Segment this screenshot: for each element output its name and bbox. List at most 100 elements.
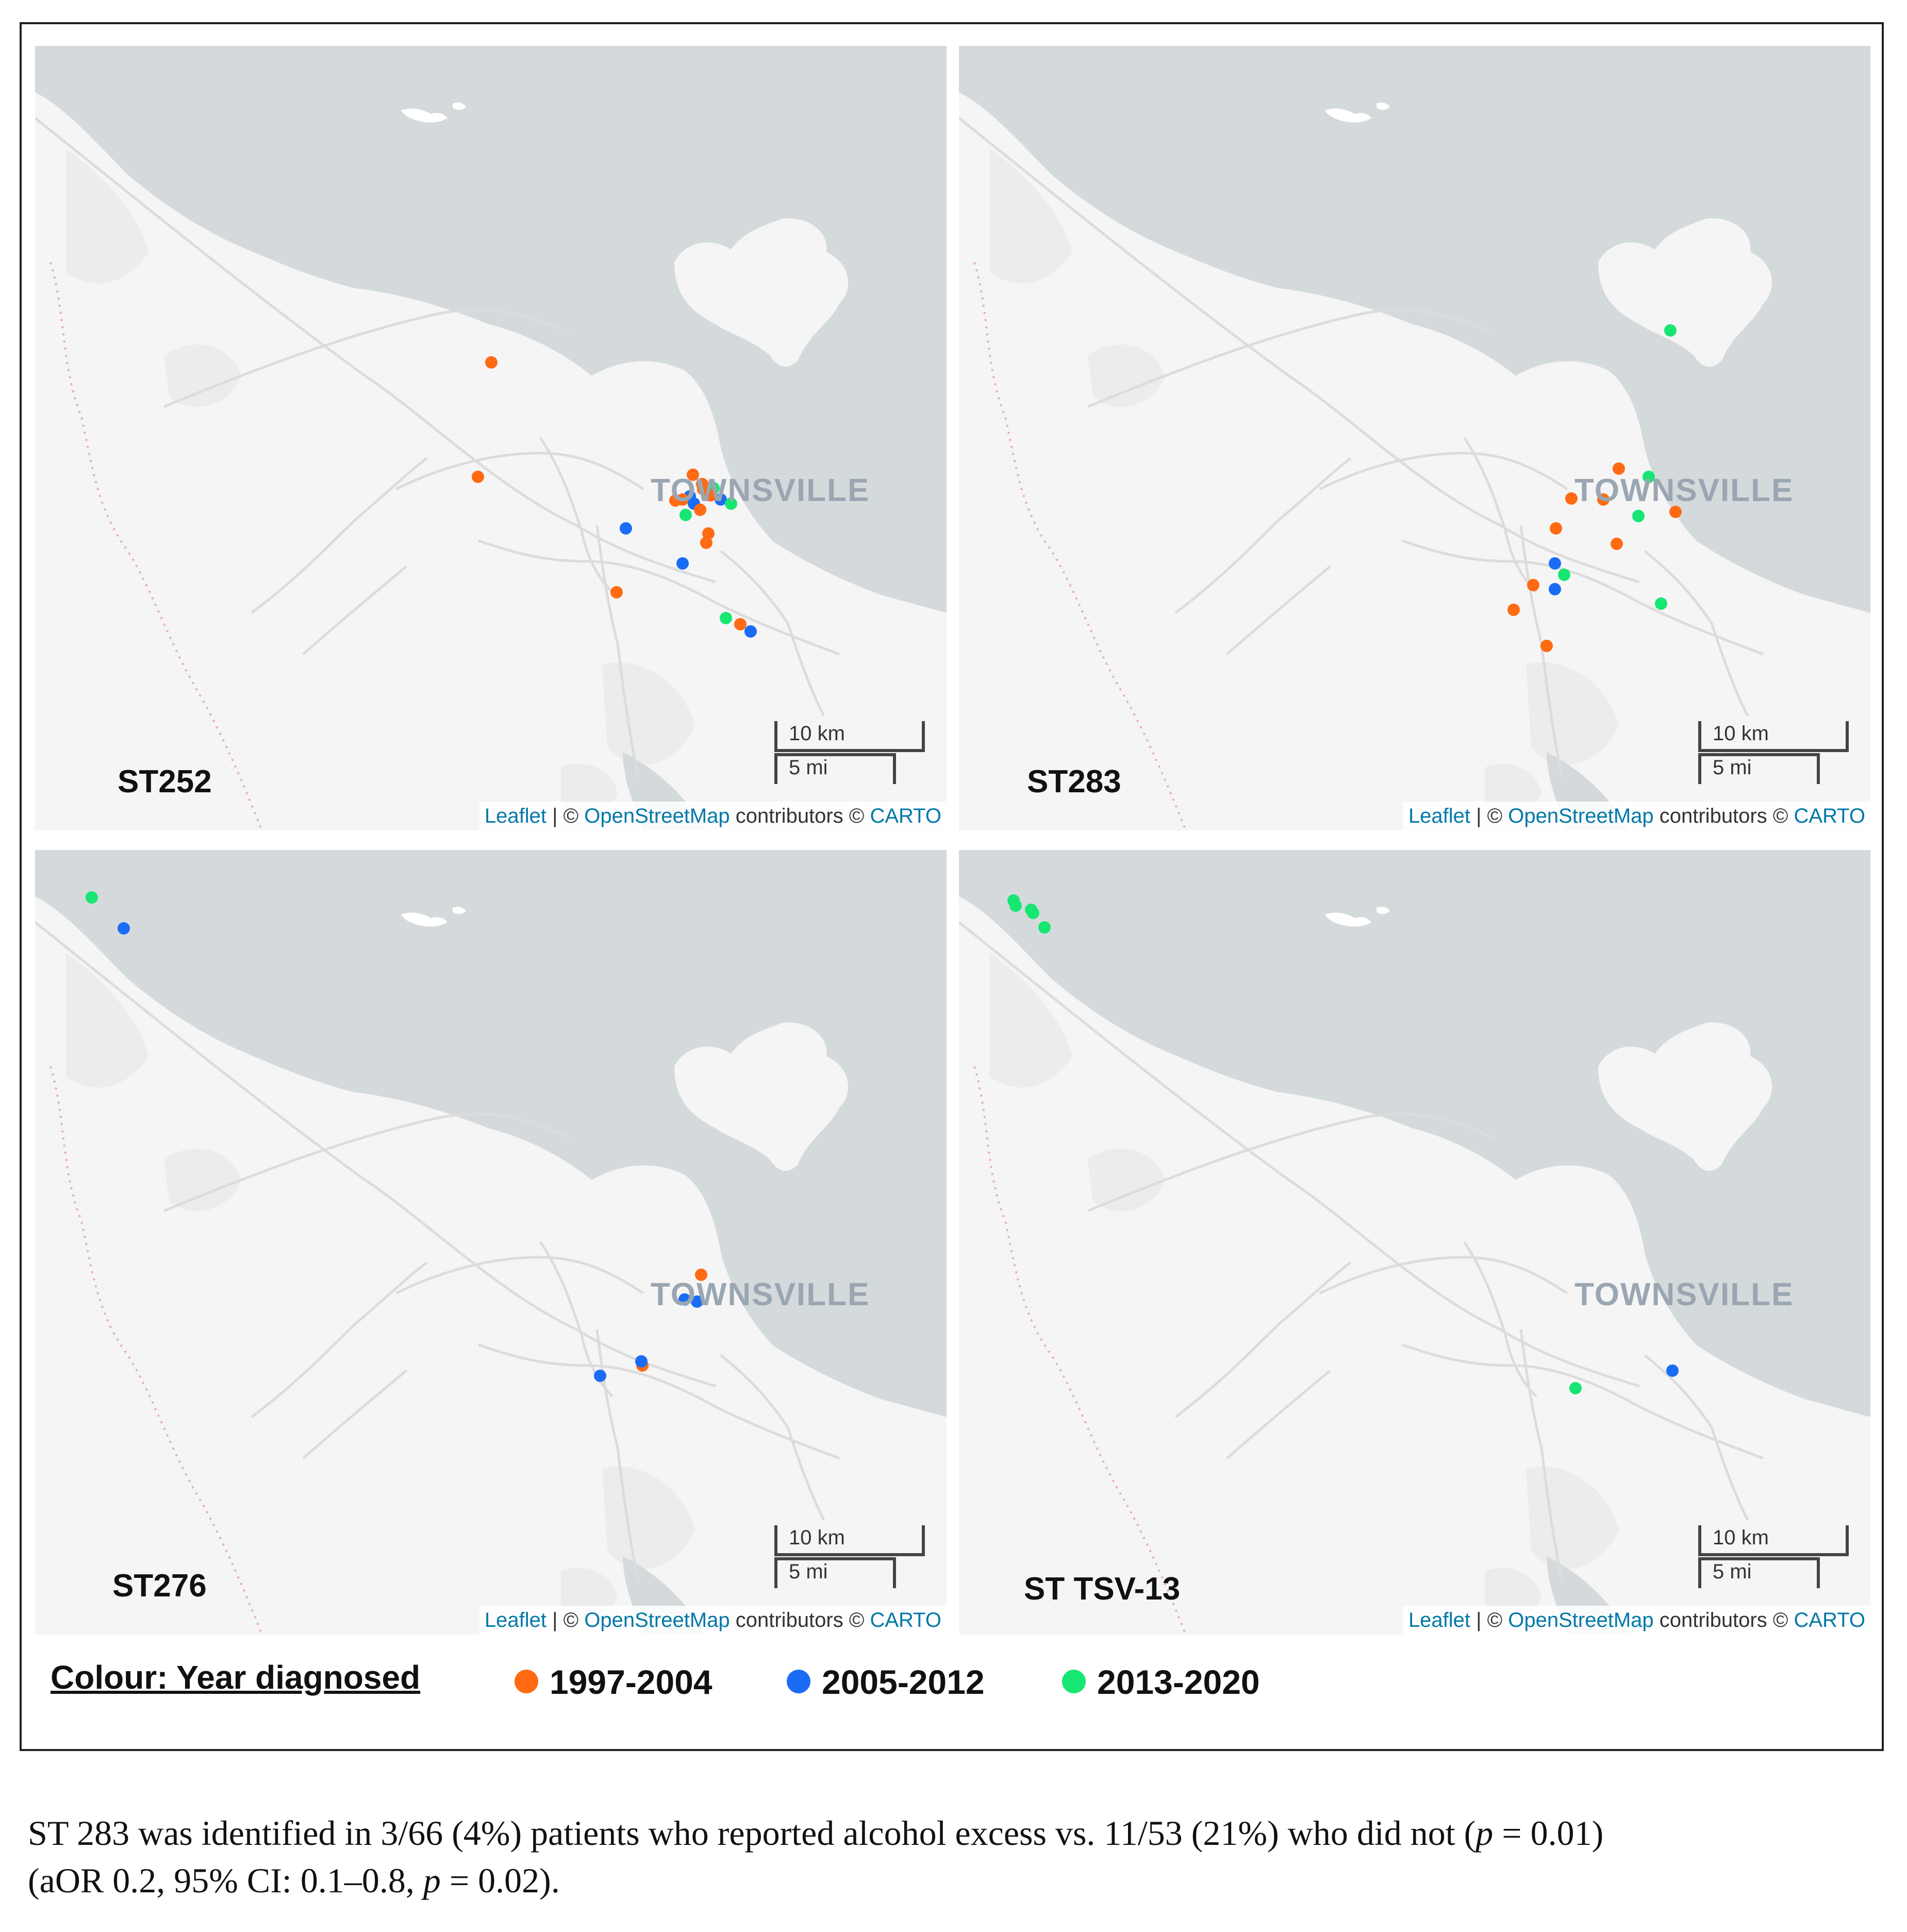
town-label: TOWNSVILLE — [1574, 1277, 1794, 1312]
road — [251, 457, 428, 614]
attribution-contributors: contributors © — [1653, 805, 1794, 827]
map-panel-st252[interactable]: TOWNSVILLE ST252 10 km 5 mi Leaflet | © … — [35, 46, 947, 830]
small-island — [1377, 103, 1390, 110]
scale-mi-bar — [774, 753, 896, 784]
osm-link[interactable]: OpenStreetMap — [1508, 1609, 1654, 1631]
caption-text: = 0.01) — [1493, 1813, 1604, 1853]
osm-link[interactable]: OpenStreetMap — [584, 805, 730, 827]
map-panel-st276[interactable]: TOWNSVILLE ST276 10 km 5 mi Leaflet | © … — [35, 850, 947, 1635]
map-panel-st283[interactable]: TOWNSVILLE ST283 10 km 5 mi Leaflet | © … — [959, 46, 1870, 830]
road — [1319, 452, 1568, 491]
scale-km-bar — [1698, 721, 1849, 752]
case-marker — [669, 494, 682, 507]
case-marker — [1569, 1382, 1582, 1394]
road — [1226, 565, 1331, 655]
case-marker — [1009, 900, 1022, 912]
case-marker — [1611, 538, 1623, 550]
road — [959, 921, 1640, 1388]
magnetic-island — [674, 218, 849, 367]
attribution-contributors: contributors © — [729, 1609, 870, 1631]
road — [35, 117, 716, 584]
scale-mi-label: 5 mi — [1713, 756, 1752, 779]
carto-link[interactable]: CARTO — [1794, 1609, 1865, 1631]
osm-link[interactable]: OpenStreetMap — [1508, 805, 1654, 827]
park-area — [66, 953, 148, 1088]
road — [720, 550, 825, 717]
case-marker — [485, 356, 498, 369]
case-marker — [744, 625, 757, 638]
road — [959, 117, 1640, 584]
map-attribution: Leaflet | © OpenStreetMap contributors ©… — [479, 1606, 947, 1635]
caption-line-1: ST 283 was identified in 3/66 (4%) patie… — [28, 1809, 1884, 1857]
road — [595, 1329, 640, 1583]
town-label: TOWNSVILLE — [1574, 473, 1794, 508]
map-panel-st-tsv-13[interactable]: TOWNSVILLE ST TSV-13 10 km 5 mi Leaflet … — [959, 850, 1870, 1635]
legend-dot-blue — [787, 1670, 810, 1693]
leaflet-link[interactable]: Leaflet — [484, 1609, 547, 1631]
town-label: TOWNSVILLE — [651, 473, 870, 508]
scale-mi-bar — [1698, 753, 1820, 784]
leaflet-link[interactable]: Leaflet — [1408, 1609, 1471, 1631]
road — [1087, 308, 1496, 408]
legend-label: 2005-2012 — [822, 1663, 985, 1701]
scale-bar: 10 km 5 mi — [1698, 721, 1853, 787]
road — [478, 539, 840, 656]
road — [1402, 539, 1764, 656]
legend-label: 1997-2004 — [550, 1663, 712, 1701]
case-marker — [676, 557, 689, 570]
case-marker — [695, 1269, 707, 1281]
scale-km-label: 10 km — [789, 1526, 845, 1549]
caption-line-2: (aOR 0.2, 95% CI: 0.1–0.8, p = 0.02). — [28, 1857, 1884, 1904]
sea-area — [959, 850, 1870, 1417]
figure-caption: ST 283 was identified in 3/66 (4%) patie… — [28, 1809, 1884, 1904]
basemap — [35, 850, 947, 1635]
leaflet-link[interactable]: Leaflet — [1408, 805, 1471, 827]
case-marker — [704, 489, 717, 502]
legend-dot-green — [1062, 1670, 1086, 1693]
case-marker — [1632, 510, 1645, 522]
case-marker — [1565, 492, 1578, 505]
carto-link[interactable]: CARTO — [870, 805, 941, 827]
case-marker — [1038, 921, 1051, 934]
case-marker — [1027, 907, 1039, 919]
small-island — [1325, 912, 1371, 927]
road — [1174, 457, 1352, 614]
park-area — [1526, 1467, 1619, 1569]
caption-p-symbol: p — [1475, 1813, 1494, 1853]
sea-area — [959, 46, 1870, 613]
small-island — [401, 108, 447, 123]
road — [1226, 1370, 1331, 1459]
case-marker — [610, 586, 623, 598]
scale-mi-label: 5 mi — [789, 1560, 828, 1583]
scale-bar: 10 km 5 mi — [1698, 1525, 1853, 1591]
panel-label: ST283 — [1027, 764, 1121, 800]
road — [1402, 1343, 1764, 1460]
magnetic-island — [1598, 218, 1772, 367]
case-marker — [620, 522, 632, 535]
scale-bar: 10 km 5 mi — [774, 721, 929, 787]
road — [35, 921, 716, 1388]
carto-link[interactable]: CARTO — [870, 1609, 941, 1631]
basemap — [959, 46, 1870, 830]
road — [395, 1256, 644, 1295]
scale-mi-bar — [774, 1557, 896, 1588]
park-area — [66, 149, 148, 284]
legend: Colour: Year diagnosed 1997-2004 2005-20… — [51, 1658, 1855, 1715]
small-island — [1377, 907, 1390, 914]
road — [302, 565, 407, 655]
case-marker — [1664, 324, 1677, 337]
leaflet-link[interactable]: Leaflet — [484, 805, 547, 827]
case-marker — [715, 493, 727, 506]
panel-label: ST276 — [112, 1568, 207, 1604]
attribution-sep: | © — [1470, 1609, 1508, 1631]
case-marker — [1527, 579, 1539, 591]
carto-link[interactable]: CARTO — [1794, 805, 1865, 827]
scale-mi-bar — [1698, 1557, 1820, 1588]
road — [1174, 1261, 1352, 1418]
park-area — [1526, 662, 1619, 765]
case-marker — [1507, 604, 1520, 616]
small-island — [1325, 108, 1371, 123]
caption-p-symbol: p — [423, 1861, 441, 1900]
park-area — [990, 953, 1072, 1088]
osm-link[interactable]: OpenStreetMap — [584, 1609, 730, 1631]
